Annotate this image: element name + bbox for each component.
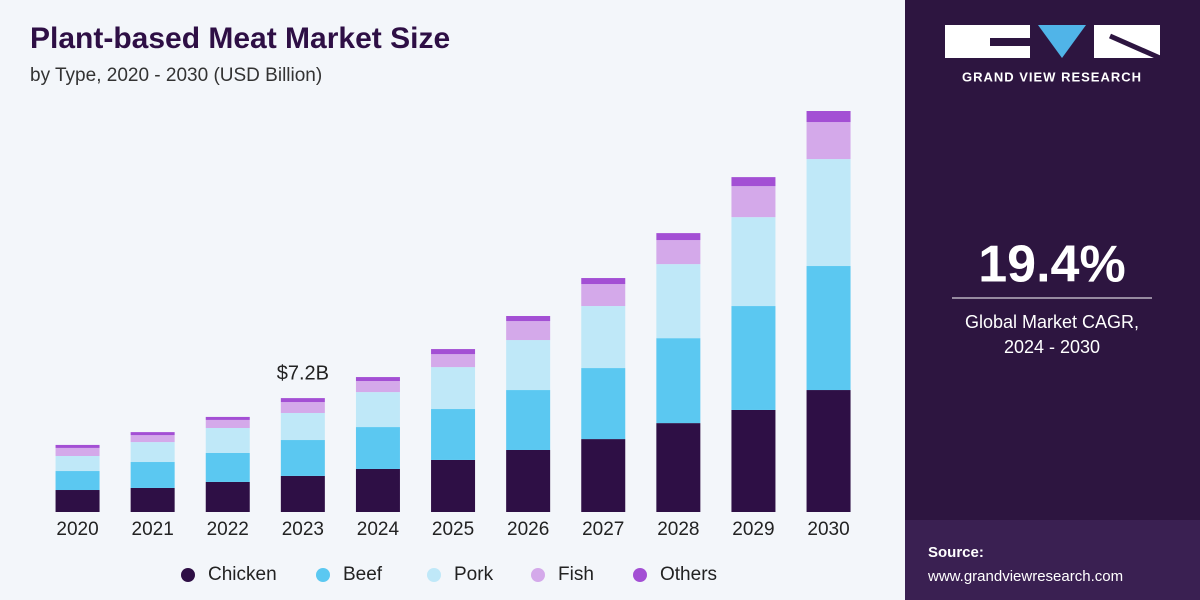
bar-segment — [205, 481, 250, 512]
chart-title: Plant-based Meat Market Size — [30, 22, 450, 55]
legend-label: Chicken — [208, 564, 277, 585]
bar-segment — [431, 349, 476, 355]
cagr: 19.4% — [978, 236, 1125, 294]
bar-segment — [581, 368, 626, 440]
bar-segment — [731, 186, 776, 218]
bar-segment — [55, 447, 100, 457]
logo-r-cut — [1108, 33, 1162, 61]
bar-segment — [130, 432, 175, 436]
bar-segment — [55, 490, 100, 512]
bar-segment — [806, 111, 851, 123]
legend-marker — [633, 568, 647, 582]
legend-marker — [181, 568, 195, 582]
annotation: $7.2B — [277, 362, 329, 384]
bar-segment — [355, 468, 400, 512]
x-tick-label: 2030 — [807, 519, 849, 540]
x-tick-label: 2021 — [132, 519, 174, 540]
bar-segment — [506, 316, 551, 322]
chart-subtitle: by Type, 2020 - 2030 (USD Billion) — [30, 65, 322, 86]
legend-marker — [531, 568, 545, 582]
bar-segment — [205, 419, 250, 429]
bar-segment — [656, 338, 701, 424]
bar-segment — [806, 159, 851, 267]
bar-segment — [581, 284, 626, 307]
bar-segment — [55, 444, 100, 448]
logo-v — [1038, 25, 1086, 58]
source-label: Source: — [928, 544, 984, 561]
bar-segment — [506, 340, 551, 391]
source-url: www.grandviewresearch.com — [927, 568, 1123, 585]
bar-segment — [431, 409, 476, 460]
bar-segment — [431, 354, 476, 368]
bar-segment — [431, 459, 476, 512]
x-tick-label: 2028 — [657, 519, 699, 540]
legend-marker — [427, 568, 441, 582]
bar-segment — [656, 423, 701, 512]
bar-segment — [506, 390, 551, 450]
legend-marker — [316, 568, 330, 582]
bar-segment — [506, 321, 551, 341]
bar-segment — [806, 390, 851, 512]
sidebar — [905, 0, 1200, 600]
bar-segment — [731, 217, 776, 307]
bar-segment — [581, 439, 626, 512]
bar-segment — [280, 412, 325, 441]
bar-segment — [431, 367, 476, 410]
bar-segment — [806, 122, 851, 160]
bar-segment — [731, 409, 776, 512]
logo — [945, 25, 1162, 61]
brand: GRAND VIEW RESEARCH — [962, 69, 1142, 84]
bar-segment — [205, 416, 250, 420]
bar-segment — [581, 278, 626, 285]
source-panel — [905, 520, 1200, 600]
bar-segment — [130, 442, 175, 463]
bar-segment — [355, 427, 400, 469]
legend-label: Others — [660, 564, 717, 585]
x-tick-label: 2024 — [357, 519, 400, 540]
bar-segment — [656, 264, 701, 339]
x-tick-label: 2020 — [56, 519, 98, 540]
bar-segment — [280, 398, 325, 403]
bar-segment — [130, 435, 175, 443]
bar-segment — [205, 452, 250, 482]
bar-segment — [280, 440, 325, 476]
cagr-label: 2024 - 2030 — [1004, 337, 1100, 357]
bar-segment — [581, 306, 626, 369]
bar-segment — [55, 456, 100, 472]
bar-segment — [806, 266, 851, 391]
x-tick-label: 2027 — [582, 519, 624, 540]
bar-segment — [355, 381, 400, 393]
bar-segment — [656, 233, 701, 241]
cagr-label: Global Market CAGR, — [965, 312, 1139, 332]
x-tick-label: 2022 — [207, 519, 249, 540]
bar-segment — [731, 306, 776, 410]
x-tick-label: 2023 — [282, 519, 324, 540]
bar-segment — [506, 449, 551, 512]
bar-segment — [731, 177, 776, 187]
bar-segment — [355, 392, 400, 428]
bar-segment — [280, 475, 325, 512]
bar-segment — [656, 240, 701, 265]
bar-segment — [130, 462, 175, 488]
bar-segment — [130, 487, 175, 512]
bar-segment — [355, 377, 400, 382]
logo-g-notch — [990, 38, 1030, 46]
bar-segment — [205, 428, 250, 453]
legend-label: Beef — [343, 564, 383, 585]
legend-label: Pork — [454, 564, 494, 585]
x-tick-label: 2026 — [507, 519, 549, 540]
legend-label: Fish — [558, 564, 594, 585]
x-tick-label: 2029 — [732, 519, 774, 540]
x-tick-label: 2025 — [432, 519, 474, 540]
bar-segment — [280, 402, 325, 413]
bar-segment — [55, 471, 100, 491]
